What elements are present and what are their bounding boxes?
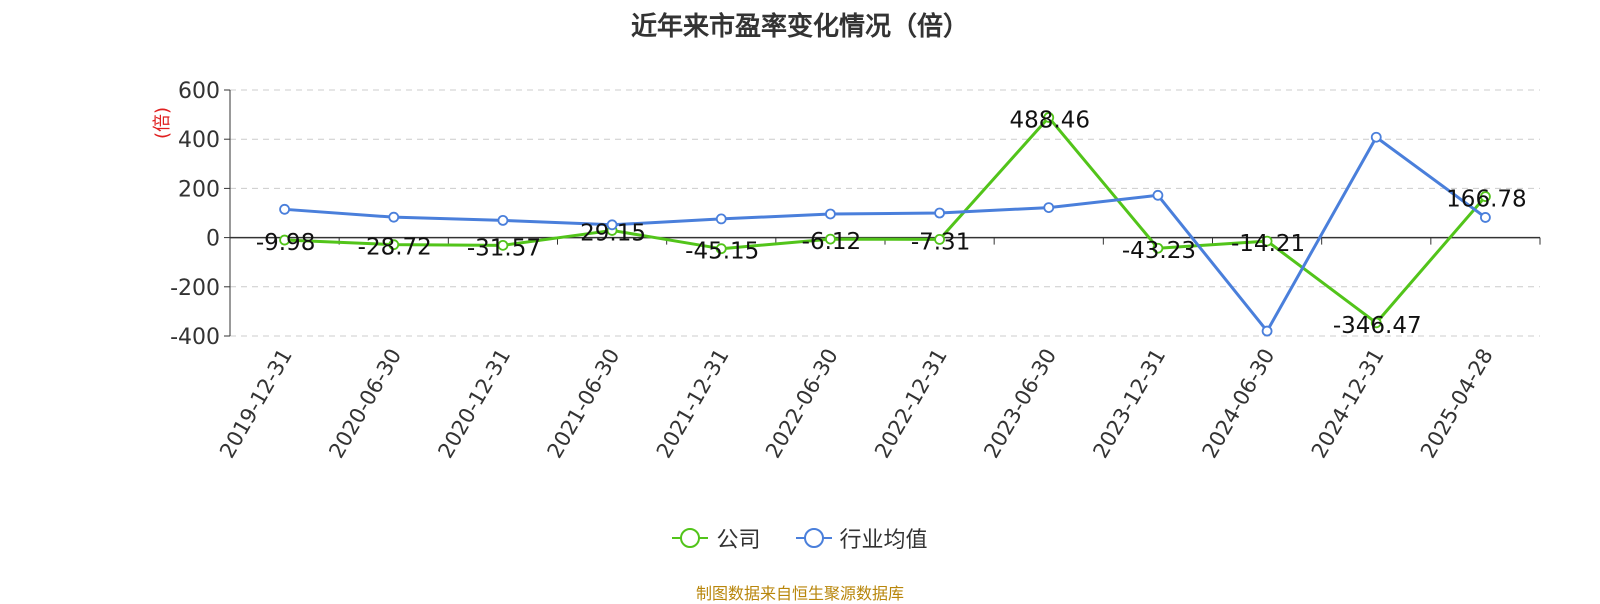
data-point bbox=[388, 211, 400, 223]
data-label: -14.21 bbox=[1231, 231, 1305, 257]
data-point bbox=[1261, 325, 1273, 337]
x-tick-label: 2021-12-31 bbox=[652, 345, 734, 463]
x-tick-label: 2022-06-30 bbox=[761, 345, 843, 463]
y-tick-label: 200 bbox=[178, 177, 220, 202]
x-tick-label: 2019-12-31 bbox=[215, 345, 297, 463]
x-tick-label: 2024-12-31 bbox=[1307, 345, 1389, 463]
y-tick-label: 600 bbox=[178, 79, 220, 104]
data-point bbox=[1370, 317, 1382, 329]
legend-circle-company bbox=[680, 528, 701, 548]
data-labels: -9.98 -28.72 -31.57 29.15 -45.15 -6.12 -7.31 48… bbox=[256, 107, 1527, 338]
x-tick-label: 2023-12-31 bbox=[1088, 345, 1170, 463]
data-point bbox=[279, 203, 290, 215]
legend-line-marker-icon bbox=[672, 528, 709, 548]
data-point bbox=[497, 214, 509, 226]
legend-item-industry[interactable]: 行业均值 bbox=[795, 522, 928, 554]
chart-title: 近年来市盈率变化情况（倍） bbox=[630, 12, 969, 42]
data-point bbox=[1480, 191, 1491, 202]
data-point bbox=[1152, 242, 1164, 254]
data-point bbox=[279, 234, 290, 246]
y-tick-label: 400 bbox=[178, 128, 220, 153]
data-point bbox=[497, 239, 509, 251]
x-tick-label: 2023-06-30 bbox=[979, 345, 1061, 463]
data-point bbox=[825, 233, 836, 245]
y-tick-label: -400 bbox=[170, 325, 220, 350]
data-point bbox=[1043, 112, 1055, 123]
data-label: 488.46 bbox=[1010, 107, 1090, 133]
legend-item-company[interactable]: 公司 bbox=[672, 522, 761, 554]
y-axis-label: (倍) bbox=[152, 107, 173, 139]
data-point bbox=[934, 233, 945, 245]
grid-lines bbox=[230, 89, 1540, 337]
data-label: -31.57 bbox=[467, 235, 541, 261]
x-tick-label: 2020-06-30 bbox=[324, 345, 406, 463]
source-note: 制图数据来自恒生聚源数据库 bbox=[695, 584, 904, 603]
legend: 公司 行业均值 bbox=[0, 522, 1600, 554]
legend-line-marker-icon bbox=[795, 528, 832, 548]
data-point bbox=[388, 239, 400, 251]
x-tick-label: 2021-06-30 bbox=[543, 345, 625, 463]
legend-circle-industry bbox=[803, 528, 824, 548]
data-point bbox=[1261, 235, 1273, 247]
data-label: 166.78 bbox=[1446, 187, 1526, 213]
data-label: -7.31 bbox=[911, 229, 971, 255]
legend-label-industry: 行业均值 bbox=[839, 528, 928, 553]
data-point bbox=[1152, 189, 1164, 201]
data-point bbox=[1043, 202, 1055, 213]
data-label: -6.12 bbox=[802, 229, 862, 255]
y-tick-label: -200 bbox=[170, 276, 220, 301]
series-lines bbox=[279, 112, 1491, 337]
data-point bbox=[606, 219, 618, 231]
data-label: -346.47 bbox=[1333, 313, 1422, 339]
y-tick-label: 0 bbox=[206, 227, 220, 252]
legend-label-company: 公司 bbox=[716, 528, 761, 553]
data-point bbox=[715, 213, 727, 225]
x-tick-label: 2025-04-28 bbox=[1416, 345, 1498, 463]
data-point bbox=[1370, 131, 1382, 143]
data-point bbox=[934, 207, 945, 219]
series-line-0 bbox=[284, 115, 1487, 325]
x-tick-label: 2020-12-31 bbox=[433, 344, 515, 462]
data-label: -28.72 bbox=[358, 235, 432, 261]
series-line-1 bbox=[284, 135, 1487, 333]
data-label: 29.15 bbox=[580, 220, 646, 246]
x-tick-label: 2022-12-31 bbox=[870, 344, 952, 462]
x-tick-label: 2024-06-30 bbox=[1198, 345, 1280, 463]
data-point bbox=[1480, 212, 1491, 223]
data-point bbox=[715, 243, 727, 255]
data-point bbox=[825, 208, 836, 220]
data-label: -9.98 bbox=[256, 230, 316, 256]
data-label: -43.23 bbox=[1122, 238, 1196, 264]
data-label: -45.15 bbox=[685, 239, 759, 265]
